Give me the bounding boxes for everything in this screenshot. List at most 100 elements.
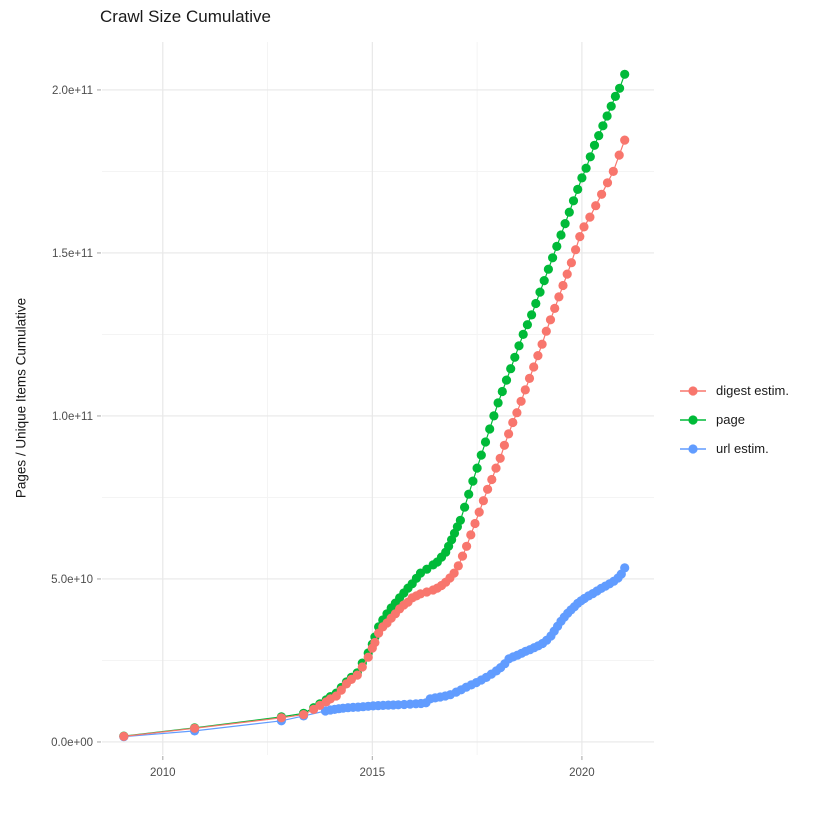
data-point	[493, 398, 503, 408]
data-point	[610, 91, 621, 101]
data-point	[545, 315, 556, 325]
data-point	[597, 189, 607, 199]
data-point	[585, 152, 595, 162]
legend-entry-page: page	[678, 410, 789, 429]
data-point	[554, 292, 564, 302]
data-point	[562, 269, 572, 279]
data-point	[594, 131, 604, 141]
data-point	[474, 507, 484, 517]
data-point	[589, 140, 600, 150]
data-point	[556, 230, 566, 240]
legend-key-icon	[680, 385, 706, 396]
data-point	[357, 662, 367, 672]
data-point	[190, 723, 200, 733]
data-point	[568, 196, 579, 206]
data-point	[579, 222, 589, 232]
data-point	[485, 424, 495, 434]
data-point	[119, 731, 129, 742]
series-digest-estim	[119, 135, 630, 742]
data-point	[453, 561, 463, 571]
data-point	[480, 437, 491, 447]
x-tick-label: 2010	[150, 767, 176, 779]
data-point	[462, 541, 472, 551]
data-point	[336, 685, 346, 695]
data-point	[470, 518, 480, 529]
data-point	[548, 253, 558, 263]
chart-title: Crawl Size Cumulative	[100, 7, 271, 26]
data-point	[571, 245, 581, 255]
data-point	[620, 563, 630, 573]
data-point	[455, 515, 465, 525]
data-point	[464, 489, 474, 499]
data-point	[550, 303, 560, 313]
data-point	[522, 320, 533, 330]
legend-label: digest estim.	[716, 383, 789, 398]
data-point	[299, 710, 309, 720]
data-point	[564, 207, 574, 217]
legend-entry-url-estim: url estim.	[678, 439, 789, 458]
data-point	[591, 201, 601, 211]
data-point	[598, 121, 608, 131]
data-point	[531, 298, 541, 309]
data-point	[573, 184, 583, 194]
data-point	[602, 111, 612, 121]
legend-label: page	[716, 412, 745, 427]
x-tick-label: 2020	[569, 767, 595, 779]
data-point	[476, 450, 486, 460]
data-point	[566, 258, 577, 268]
data-point	[575, 232, 585, 242]
data-point	[533, 351, 543, 361]
data-point	[472, 463, 482, 473]
data-point	[468, 476, 478, 486]
data-point	[614, 150, 624, 160]
data-point	[478, 496, 488, 506]
data-point	[457, 551, 468, 561]
data-point	[504, 429, 514, 439]
data-point	[615, 83, 625, 93]
data-point	[370, 637, 380, 648]
legend-key-icon	[680, 443, 706, 454]
data-point	[508, 417, 518, 428]
gridlines-major	[102, 42, 654, 755]
data-point	[529, 362, 539, 372]
data-point	[558, 280, 568, 291]
data-point	[483, 484, 493, 494]
data-point	[520, 385, 530, 395]
y-tick-label: 0.0e+00	[51, 737, 93, 749]
y-tick-label: 2.0e+11	[52, 85, 93, 97]
y-tick-label: 1.0e+11	[52, 411, 93, 423]
data-point	[499, 440, 509, 450]
data-point	[620, 69, 630, 79]
data-point	[560, 219, 570, 229]
data-point	[608, 166, 618, 176]
x-tick-label: 2015	[360, 767, 386, 779]
data-point	[516, 396, 526, 406]
data-point	[581, 163, 591, 173]
data-point	[352, 670, 362, 680]
data-point	[512, 408, 522, 418]
data-point	[363, 652, 373, 662]
data-point	[276, 713, 286, 723]
legend-label: url estim.	[716, 441, 769, 456]
legend: digest estim. page url estim.	[678, 381, 789, 468]
data-point	[620, 135, 630, 145]
data-point	[524, 373, 535, 383]
data-point	[539, 276, 549, 286]
data-point	[543, 264, 554, 274]
data-point	[518, 329, 528, 339]
y-tick-label: 5.0e+10	[51, 574, 93, 586]
data-point	[535, 287, 545, 297]
data-point	[510, 352, 520, 362]
data-point	[501, 375, 512, 385]
data-point	[606, 101, 616, 111]
data-point	[541, 326, 551, 336]
legend-entry-digest-estim: digest estim.	[678, 381, 789, 400]
data-point	[602, 178, 613, 188]
data-point	[487, 474, 497, 485]
data-point	[585, 212, 595, 222]
data-point	[449, 568, 459, 578]
data-point	[577, 173, 587, 183]
data-point	[495, 453, 505, 463]
